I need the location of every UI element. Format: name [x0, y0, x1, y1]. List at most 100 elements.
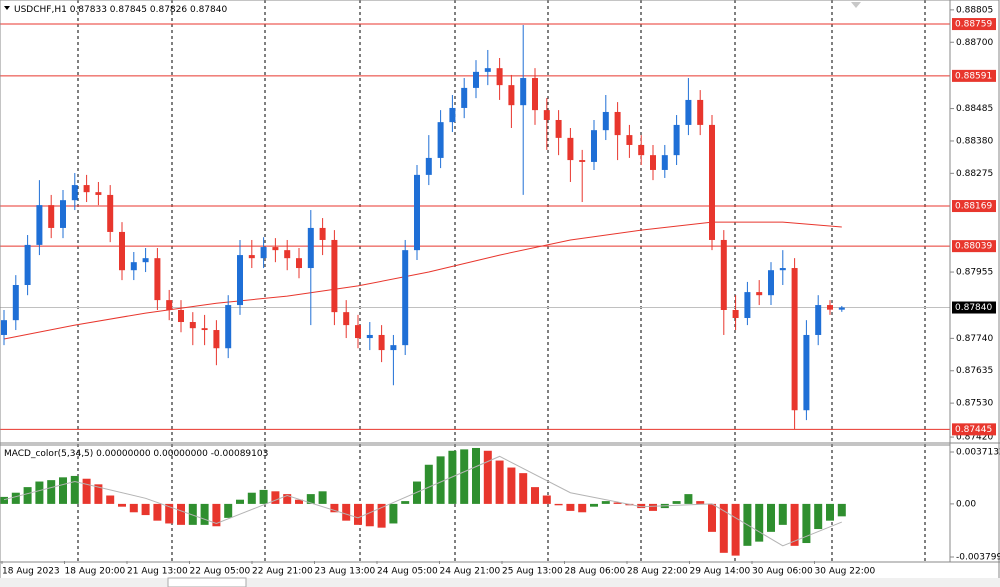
macd-bar — [472, 447, 480, 504]
close: 0.87840 — [190, 5, 227, 15]
y-tick-label: 0.87530 — [956, 399, 993, 409]
tab[interactable] — [167, 577, 247, 587]
macd-bar — [306, 494, 315, 504]
macd-title: MACD_color(5,34,5) 0.00000000 0.00000000 — [4, 449, 208, 459]
macd-bar — [719, 503, 728, 553]
macd-bar — [342, 503, 351, 521]
macd-tick-label: -0.0037992 — [956, 553, 1000, 563]
macd-bar — [684, 494, 693, 504]
x-tick-label: 18 Aug 2023 — [2, 567, 60, 577]
macd-bar — [106, 495, 115, 504]
candle-body — [591, 130, 597, 162]
candle-body — [768, 270, 774, 296]
x-tick-label: 22 Aug 05:00 — [190, 567, 251, 577]
candle-body — [414, 174, 420, 251]
x-tick-label: 25 Aug 13:00 — [502, 567, 563, 577]
candle-body — [520, 78, 527, 106]
candle-body — [638, 144, 645, 156]
macd-bar — [401, 501, 410, 504]
level-tag — [952, 240, 996, 253]
candle-body — [284, 250, 291, 259]
price-label: 0.87840 — [955, 303, 992, 313]
y-tick-label: 0.87955 — [956, 268, 993, 278]
candle-body — [532, 78, 538, 111]
y-tick-label: 0.87740 — [956, 334, 993, 344]
level-label: 0.88591 — [955, 71, 992, 81]
tab-strip — [0, 578, 1000, 587]
y-tick-label: 0.88805 — [956, 5, 993, 15]
macd-bar — [82, 478, 91, 504]
macd-bar — [731, 503, 740, 556]
y-tick-label: 0.87420 — [956, 433, 993, 443]
macd-bar — [224, 503, 233, 518]
macd-bar — [236, 499, 244, 504]
candle-body — [508, 85, 515, 106]
macd-bar — [483, 450, 492, 504]
macd-bar — [247, 492, 256, 504]
macd-bar — [566, 503, 575, 511]
macd-bar — [531, 487, 539, 504]
candle-body — [130, 262, 137, 271]
candle-body — [709, 124, 715, 240]
macd-bar — [94, 484, 103, 504]
macd-signal — [3, 455, 842, 547]
macd-bar — [259, 489, 268, 504]
candle-body — [307, 227, 314, 269]
candle-body — [484, 68, 491, 72]
macd-bar — [129, 503, 138, 513]
macd-bar — [637, 503, 646, 509]
candle-body — [12, 285, 19, 321]
level-tag — [952, 423, 996, 436]
x-tick-label: 18 Aug 20:00 — [65, 567, 126, 577]
candle-body — [496, 68, 503, 86]
collapse-icon[interactable] — [4, 6, 10, 10]
candle-body — [614, 111, 621, 136]
candle-body — [567, 137, 574, 161]
macd-bar — [542, 495, 551, 504]
macd-bar — [778, 503, 787, 525]
macd-bar — [118, 503, 126, 507]
scroll-icon[interactable] — [851, 2, 861, 8]
macd-bar — [649, 503, 657, 511]
macd-bar — [708, 503, 716, 532]
candle-body — [355, 325, 361, 339]
macd-bar — [70, 475, 79, 504]
macd-bar — [389, 503, 398, 524]
macd-bar — [507, 467, 516, 504]
candle-body — [650, 155, 656, 170]
candle-body — [449, 107, 456, 123]
candle-body — [602, 111, 609, 131]
candle-body — [779, 268, 786, 271]
macd-bar — [165, 503, 174, 524]
macd-bar — [613, 502, 622, 504]
candle-body — [189, 322, 196, 329]
x-tick-label: 30 Aug 22:00 — [815, 567, 876, 577]
macd-header: MACD_color(5,34,5) 0.00000000 0.00000000… — [4, 449, 268, 459]
macd-bar — [330, 503, 339, 513]
macd-bar — [283, 494, 292, 504]
macd-bar — [212, 503, 221, 527]
macd-bar — [554, 503, 563, 506]
macd-bar — [0, 496, 8, 504]
candle-body — [95, 192, 102, 195]
macd-bar — [295, 499, 303, 504]
y-tick-label: 0.88485 — [956, 104, 993, 114]
high: 0.87845 — [110, 5, 147, 15]
macd-bar — [672, 501, 681, 504]
macd-bar — [767, 503, 775, 532]
macd-bar — [23, 487, 32, 504]
candle-body — [756, 292, 763, 296]
x-tick-label: 29 Aug 14:00 — [690, 567, 751, 577]
candle-body — [555, 119, 562, 138]
candle-body — [331, 239, 338, 313]
candle-body — [827, 305, 833, 310]
candle-body — [732, 309, 739, 319]
candle-body — [815, 305, 822, 335]
candle-body — [791, 268, 798, 411]
macd-bar — [141, 503, 150, 516]
level-label: 0.88169 — [955, 202, 992, 212]
macd-bar — [826, 503, 834, 521]
open: 0.87833 — [70, 5, 107, 15]
symbol: USDCHF,H1 — [14, 5, 67, 15]
candle-body — [543, 110, 550, 120]
